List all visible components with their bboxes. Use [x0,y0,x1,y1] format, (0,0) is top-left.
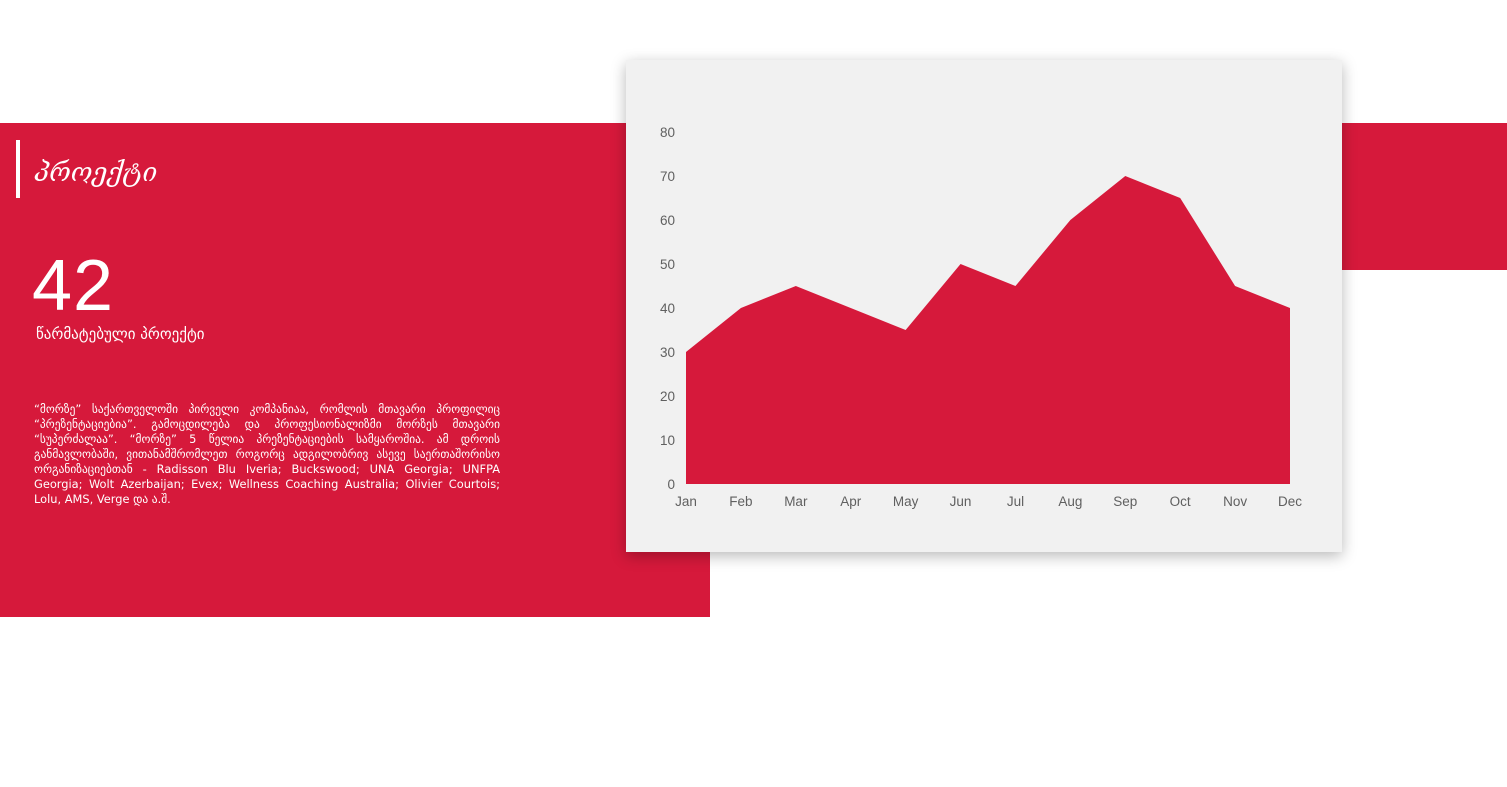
x-tick-label: Nov [1223,494,1247,509]
y-tick-label: 20 [660,389,675,404]
section-title: პროექტი [34,158,158,188]
y-tick-label: 70 [660,169,675,184]
y-tick-label: 80 [660,125,675,140]
y-tick-label: 40 [660,301,675,316]
area-series [686,176,1290,484]
x-tick-label: Jul [1007,494,1024,509]
description-paragraph: “მორზე” საქართველოში პირველი კომპანიაა, … [34,402,500,506]
y-tick-label: 60 [660,213,675,228]
x-tick-label: Dec [1278,494,1302,509]
x-tick-label: Sep [1113,494,1137,509]
y-tick-label: 30 [660,345,675,360]
chart-card: 0 10 20 30 40 50 60 70 80 Jan Feb Mar Apr May Jun Jul Au… [626,60,1342,552]
stat-caption: წარმატებული პროექტი [36,325,205,343]
red-background-panel [0,123,710,617]
red-accent-strip [1340,123,1507,270]
x-tick-label: Apr [840,494,862,509]
x-tick-label: Oct [1170,494,1191,509]
x-tick-label: Mar [784,494,808,509]
title-accent-bar [16,140,20,198]
x-tick-label: Aug [1058,494,1082,509]
y-tick-label: 50 [660,257,675,272]
x-tick-label: May [893,494,919,509]
stat-value: 42 [32,246,115,326]
area-chart: 0 10 20 30 40 50 60 70 80 Jan Feb Mar Apr May Jun Jul Au… [660,125,1302,509]
y-tick-label: 10 [660,433,675,448]
x-tick-label: Feb [729,494,752,509]
y-tick-label: 0 [667,477,675,492]
x-tick-label: Jan [675,494,697,509]
x-tick-label: Jun [950,494,972,509]
